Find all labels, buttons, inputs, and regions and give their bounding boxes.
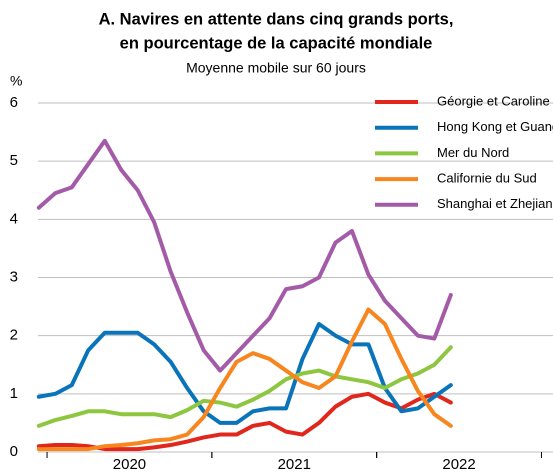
series-line [36, 322, 453, 425]
y-tick-label: 6 [10, 94, 18, 111]
y-tick-label: 3 [10, 268, 18, 285]
chart-subtitle: Moyenne mobile sur 60 jours [186, 60, 366, 76]
series-line [36, 138, 453, 373]
legend-label: Géorgie et Caroline du Sud [437, 93, 553, 108]
x-tick-label: 2022 [442, 456, 475, 473]
y-tick-label: 2 [10, 327, 18, 344]
y-axis-label: % [10, 73, 22, 89]
legend-label: Mer du Nord [437, 145, 509, 160]
legend-label: Californie du Sud [437, 171, 537, 186]
y-tick-label: 0 [10, 443, 18, 460]
chart-title: A. Navires en attente dans cinq grands p… [99, 10, 454, 28]
x-tick-label: 2020 [113, 456, 146, 473]
legend-label: Shanghai et Zhejiang [437, 196, 553, 211]
series-line [36, 391, 453, 452]
series-line [36, 307, 453, 452]
chart-title: en pourcentage de la capacité mondiale [120, 34, 433, 52]
y-tick-label: 1 [10, 385, 18, 402]
legend-label: Hong Kong et Guangdong [437, 119, 553, 134]
y-tick-label: 5 [10, 152, 18, 169]
series-line [36, 345, 453, 428]
y-tick-label: 4 [10, 210, 18, 227]
x-tick-label: 2021 [278, 456, 311, 473]
